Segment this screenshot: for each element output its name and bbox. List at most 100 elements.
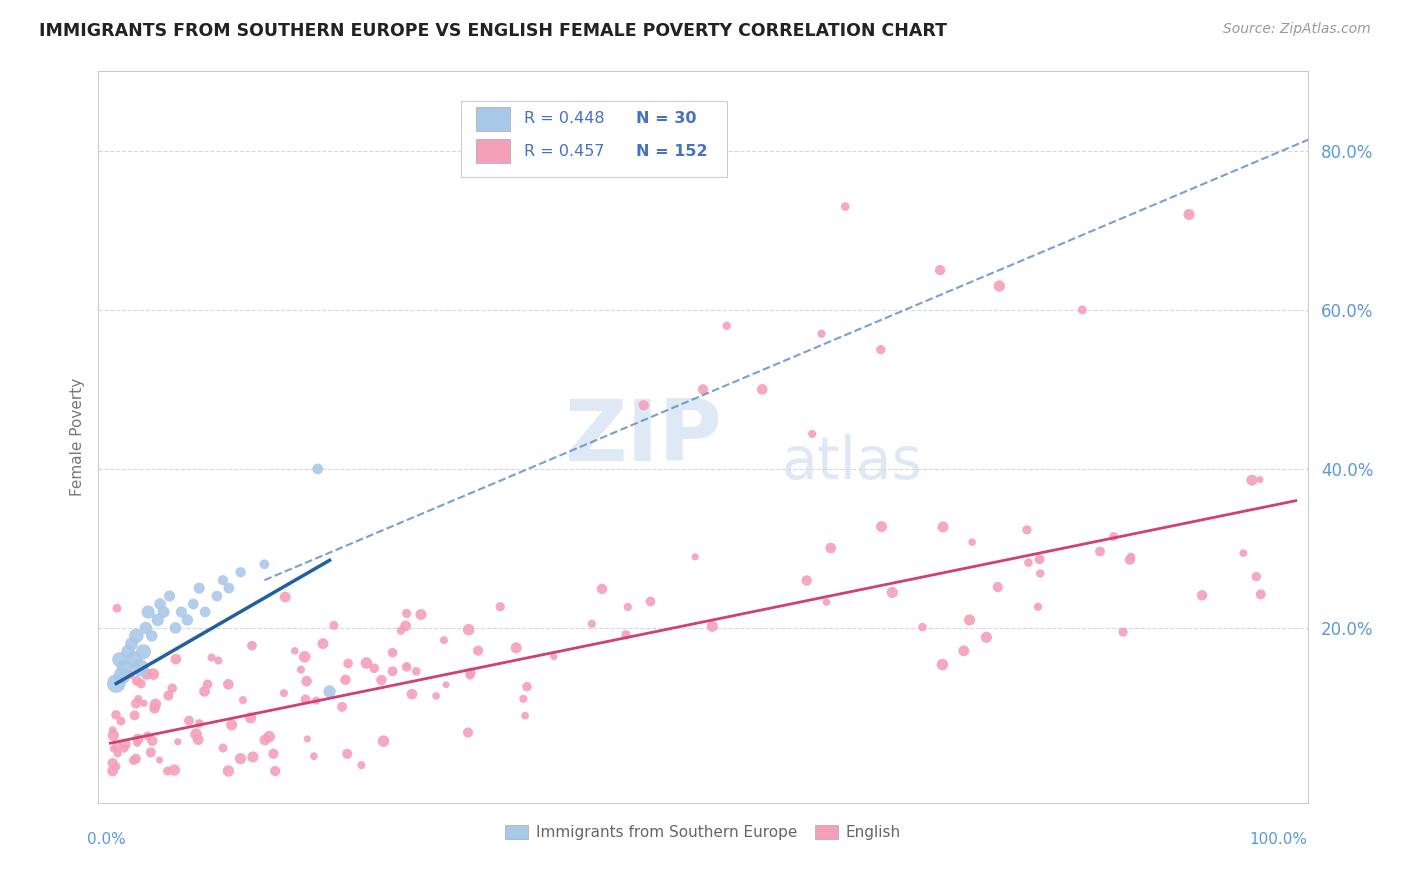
Point <box>882 585 904 599</box>
Point <box>295 674 318 689</box>
Point <box>409 607 432 622</box>
Text: N = 152: N = 152 <box>637 144 709 159</box>
Point <box>105 601 128 615</box>
Point <box>1249 473 1271 487</box>
Point <box>1017 556 1039 570</box>
Point <box>148 753 170 767</box>
Point <box>240 639 263 653</box>
Point <box>318 684 340 698</box>
Point <box>184 727 207 741</box>
Point <box>815 595 838 609</box>
Point <box>141 734 163 748</box>
Point <box>165 652 187 666</box>
Point <box>457 725 479 739</box>
Point <box>716 318 738 333</box>
Point <box>796 574 818 588</box>
Point <box>205 589 228 603</box>
Point <box>543 649 565 664</box>
Point <box>1246 569 1268 583</box>
Point <box>114 737 136 751</box>
Point <box>197 677 219 691</box>
Text: IMMIGRANTS FROM SOUTHERN EUROPE VS ENGLISH FEMALE POVERTY CORRELATION CHART: IMMIGRANTS FROM SOUTHERN EUROPE VS ENGLI… <box>39 22 948 40</box>
Point <box>516 680 538 694</box>
Text: R = 0.457: R = 0.457 <box>524 144 605 159</box>
Point <box>1240 473 1263 487</box>
Point <box>274 590 297 604</box>
Point <box>1178 207 1201 221</box>
Point <box>127 732 149 747</box>
Point <box>101 756 124 771</box>
Y-axis label: Female Poverty: Female Poverty <box>69 378 84 496</box>
Point <box>108 653 131 667</box>
Point <box>117 645 139 659</box>
Point <box>188 716 211 731</box>
Point <box>135 621 157 635</box>
Bar <box>475 139 509 163</box>
Point <box>302 749 325 764</box>
Point <box>801 426 824 441</box>
Point <box>987 580 1010 594</box>
Point <box>395 660 418 674</box>
Point <box>337 657 360 671</box>
Point <box>105 676 128 690</box>
Point <box>513 708 536 723</box>
Point <box>127 692 149 706</box>
Point <box>135 667 157 681</box>
Point <box>617 599 640 614</box>
Point <box>323 618 346 632</box>
Point <box>290 663 312 677</box>
Text: 100.0%: 100.0% <box>1250 832 1308 847</box>
Point <box>505 640 527 655</box>
Point <box>120 668 142 682</box>
Point <box>141 629 163 643</box>
Point <box>110 714 132 728</box>
Point <box>217 764 239 778</box>
Point <box>101 764 124 778</box>
Point <box>959 613 981 627</box>
Point <box>931 657 953 672</box>
Point <box>363 661 385 675</box>
Bar <box>475 107 509 130</box>
Point <box>581 616 603 631</box>
Point <box>218 581 240 595</box>
Point <box>253 733 276 747</box>
Point <box>264 764 287 778</box>
Text: ZIP: ZIP <box>564 395 721 479</box>
FancyBboxPatch shape <box>461 101 727 178</box>
Point <box>305 693 328 707</box>
Point <box>394 619 416 633</box>
Point <box>929 263 952 277</box>
Point <box>101 723 124 738</box>
Point <box>207 654 229 668</box>
Point <box>105 759 128 773</box>
Point <box>162 681 184 695</box>
Point <box>212 573 235 587</box>
Point <box>633 398 655 412</box>
Point <box>911 620 934 634</box>
Point <box>458 668 481 682</box>
Point <box>200 650 222 665</box>
Point <box>434 678 457 692</box>
Point <box>457 623 479 637</box>
Point <box>1119 549 1142 564</box>
Point <box>121 637 143 651</box>
Point <box>262 747 284 761</box>
Point <box>176 613 198 627</box>
Point <box>401 687 423 701</box>
Text: N = 30: N = 30 <box>637 112 697 127</box>
Point <box>170 605 193 619</box>
Text: 0.0%: 0.0% <box>87 832 125 847</box>
Point <box>312 637 335 651</box>
Point <box>177 714 200 728</box>
Point <box>350 758 373 772</box>
Point <box>284 644 307 658</box>
Point <box>239 711 262 725</box>
Point <box>640 594 662 608</box>
Point <box>356 656 378 670</box>
Point <box>1112 625 1135 640</box>
Point <box>932 520 955 534</box>
Point <box>373 734 395 748</box>
Point <box>125 673 148 688</box>
Point <box>988 279 1011 293</box>
Point <box>489 599 512 614</box>
